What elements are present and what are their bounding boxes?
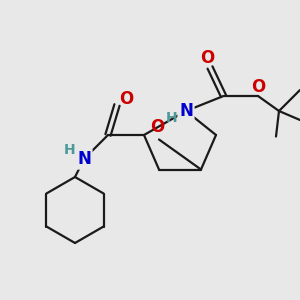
Text: O: O [251,78,265,96]
Text: O: O [150,118,165,136]
Text: O: O [119,90,133,108]
Text: H: H [166,111,177,125]
Text: N: N [77,150,91,168]
Text: O: O [200,49,215,67]
Text: N: N [179,102,193,120]
Text: H: H [64,143,75,157]
